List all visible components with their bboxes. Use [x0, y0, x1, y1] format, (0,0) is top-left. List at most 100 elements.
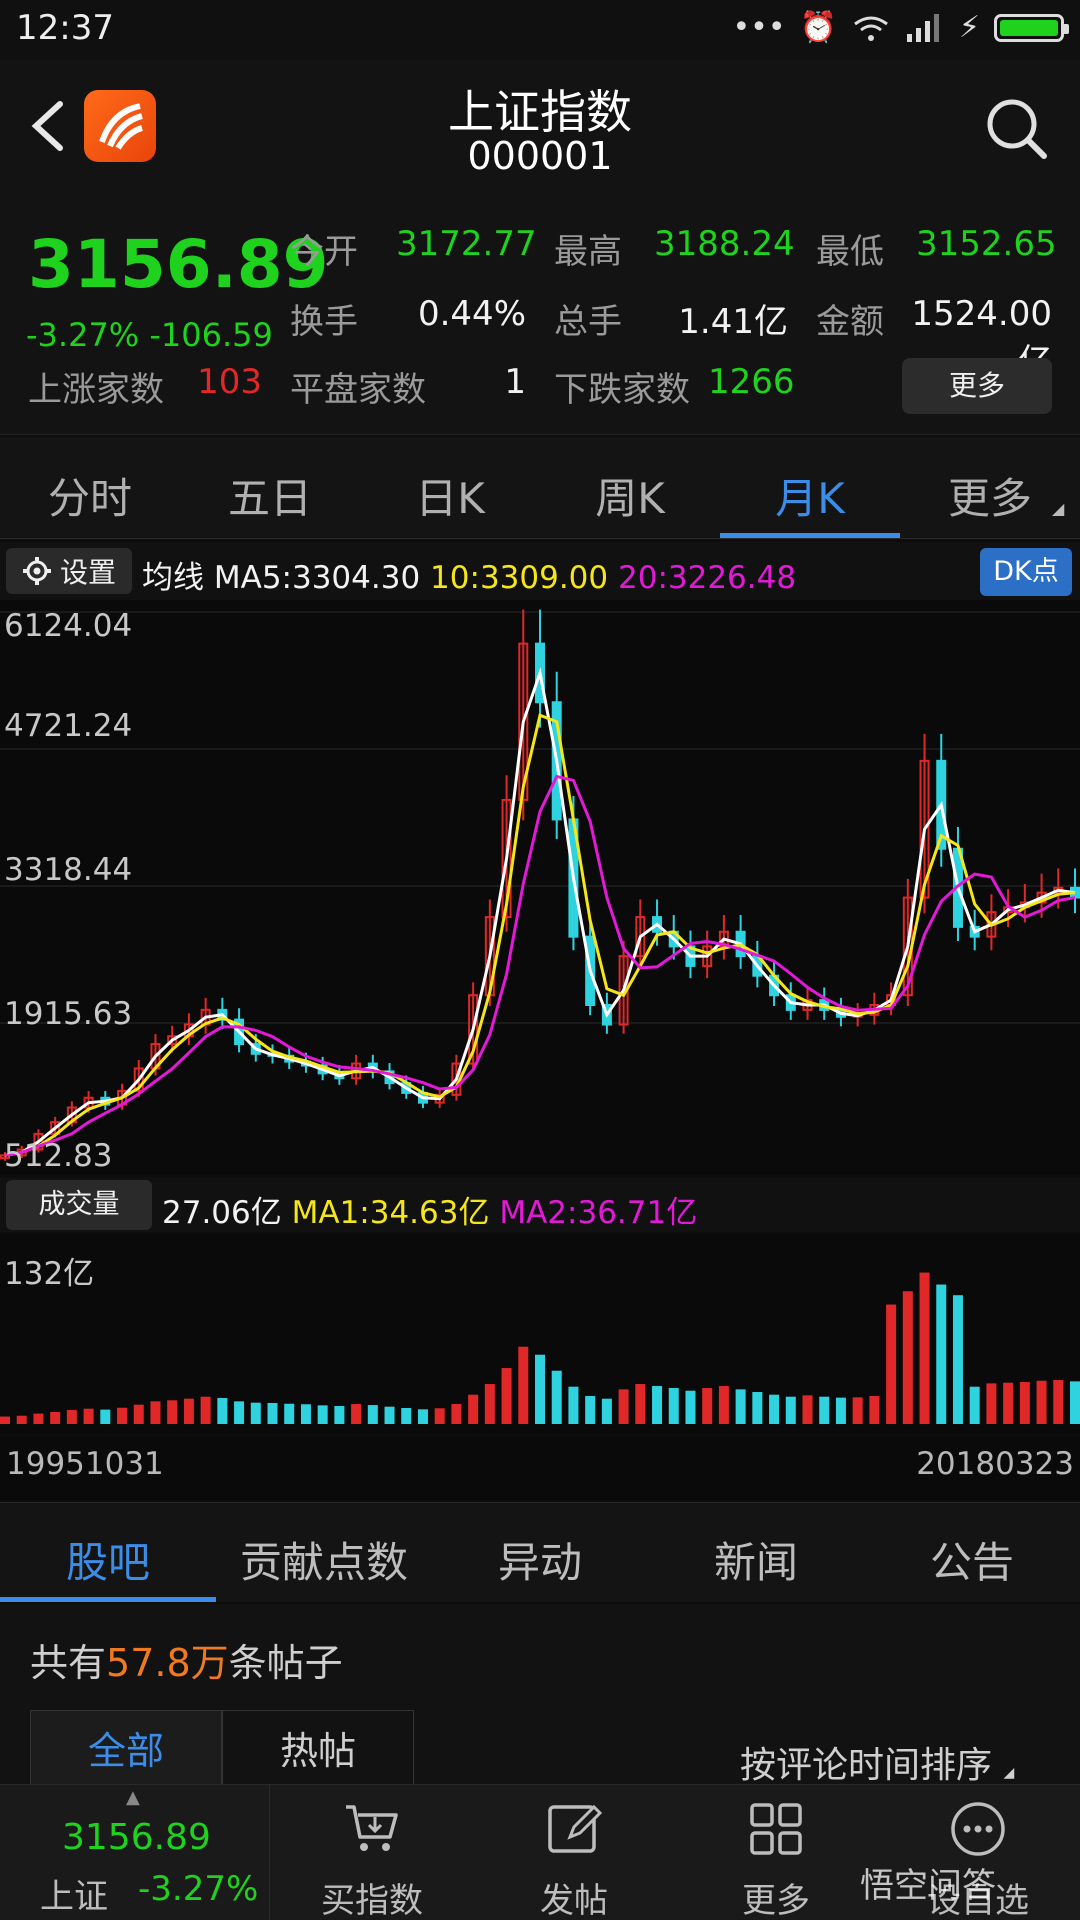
- low-value: 3152.65: [916, 224, 1057, 264]
- volume-bar: [1070, 1381, 1080, 1424]
- volume-bar: [936, 1284, 947, 1424]
- settings-button[interactable]: 设置: [6, 548, 132, 594]
- volume-bar: [886, 1304, 897, 1424]
- signal-icon: [906, 13, 939, 42]
- info-tab-indicator: [0, 1597, 216, 1602]
- volume-bar: [16, 1415, 27, 1424]
- candle-body: [1036, 891, 1047, 904]
- tab-more-arrow-icon: ◢: [1052, 499, 1065, 518]
- volume-indicator-button[interactable]: 成交量: [6, 1180, 152, 1230]
- mini-quote[interactable]: ▲ 3156.89 上证 -3.27%: [0, 1785, 270, 1920]
- ma-line-ma5: [4, 667, 1076, 1157]
- volume-bar: [300, 1404, 311, 1424]
- volume-bar: [234, 1401, 245, 1424]
- dk-point-button[interactable]: DK点: [980, 548, 1072, 596]
- volume-bar: [618, 1389, 629, 1424]
- gear-icon: [22, 557, 51, 585]
- volume-bar: [183, 1398, 194, 1424]
- volume-bar: [1053, 1380, 1064, 1424]
- tab-news[interactable]: 新闻: [713, 1538, 798, 1587]
- tab-movement[interactable]: 异动: [497, 1538, 582, 1587]
- volume-bar: [367, 1405, 378, 1424]
- sort-label: 按评论时间排序: [740, 1745, 993, 1786]
- volume-bar: [802, 1395, 813, 1424]
- volume-bar: [986, 1383, 997, 1424]
- posts-section: 共有57.8万条帖子 全部 热帖 按评论时间排序 ◢: [0, 1604, 1080, 1790]
- volume-bar: [1019, 1382, 1030, 1424]
- volume-bar: [284, 1403, 295, 1424]
- kline-chart[interactable]: 6124.04 4721.24 3318.44 1915.63 512.83: [0, 600, 1080, 1175]
- tab-daily-k[interactable]: 日K: [415, 474, 485, 523]
- volume-bar: [902, 1291, 913, 1424]
- ma5-value: MA5:3304.30: [213, 560, 421, 596]
- y-tick-label: 4721.24: [4, 708, 133, 744]
- volume-bar: [133, 1404, 144, 1424]
- settings-label: 设置: [59, 556, 116, 589]
- volume-bar: [852, 1397, 863, 1424]
- nav-label: 发帖: [540, 1881, 608, 1920]
- volume-bar: [417, 1409, 428, 1424]
- volume-bar: [33, 1413, 44, 1424]
- change-abs: -106.59: [149, 316, 273, 354]
- volume-bar: [167, 1400, 178, 1424]
- search-icon[interactable]: [984, 96, 1050, 162]
- tab-forum[interactable]: 股吧: [65, 1538, 150, 1587]
- more-quote-button[interactable]: 更多: [902, 358, 1052, 414]
- back-icon[interactable]: [24, 96, 74, 156]
- turnover-value: 0.44%: [417, 294, 526, 334]
- volume-bar: [585, 1396, 596, 1424]
- tab-contribution[interactable]: 贡献点数: [239, 1538, 408, 1587]
- open-row: 今开: [290, 224, 358, 273]
- filter-hot-tab[interactable]: 热帖: [222, 1710, 414, 1790]
- nav-post[interactable]: 发帖: [474, 1785, 674, 1920]
- volume-max-label: 132亿: [4, 1256, 95, 1292]
- posts-count: 共有57.8万条帖子: [30, 1632, 343, 1687]
- volume-bar: [434, 1408, 445, 1424]
- page-title: 上证指数: [448, 85, 632, 139]
- mini-name: 上证: [40, 1877, 108, 1917]
- high-value: 3188.24: [654, 224, 795, 264]
- down-count: 1266: [708, 362, 795, 402]
- mini-price: 3156.89: [62, 1817, 211, 1858]
- ma-line-ma10: [4, 713, 1076, 1157]
- volume-bar: [468, 1394, 479, 1424]
- tab-more[interactable]: 更多: [947, 474, 1032, 523]
- volume-bar: [100, 1409, 111, 1424]
- nav-more[interactable]: 更多: [676, 1785, 876, 1920]
- nav-label: 设自选: [927, 1881, 1029, 1920]
- charging-icon: ⚡: [958, 10, 980, 45]
- volume-bar: [785, 1396, 796, 1424]
- wifi-icon: [854, 16, 888, 41]
- ma10-value: 10:3309.00: [430, 560, 609, 596]
- volume-bar: [869, 1396, 880, 1424]
- tab-monthly-k[interactable]: 月K: [775, 474, 845, 523]
- nav-buy-index[interactable]: 买指数: [272, 1785, 472, 1920]
- volume-bar: [351, 1404, 362, 1424]
- ma20-value: 20:3226.48: [618, 560, 797, 596]
- volume-bar: [484, 1384, 495, 1424]
- candle-body: [167, 1035, 178, 1046]
- sort-dropdown[interactable]: 按评论时间排序 ◢: [740, 1736, 1014, 1788]
- low-label: 最低: [816, 232, 884, 272]
- volume-bar: [702, 1388, 713, 1424]
- filter-all-tab[interactable]: 全部: [30, 1710, 222, 1790]
- candle-body: [133, 1067, 144, 1092]
- volume-bar: [752, 1392, 763, 1424]
- volume-bar: [250, 1402, 261, 1424]
- volume-bar: [384, 1406, 395, 1424]
- volume-bar: [217, 1398, 228, 1424]
- chart-period-tabs: 分时 五日 日K 周K 月K 更多 ◢: [0, 437, 1080, 539]
- tab-five-day[interactable]: 五日: [227, 474, 312, 523]
- tab-weekly-k[interactable]: 周K: [595, 474, 665, 523]
- y-tick-label: 3318.44: [4, 852, 133, 888]
- tab-announcements[interactable]: 公告: [929, 1538, 1014, 1587]
- posts-prefix: 共有: [30, 1641, 107, 1685]
- volume-bar: [919, 1272, 930, 1424]
- status-bar: 12:37 ••• ⏰ ⚡: [0, 0, 1080, 60]
- volume-bar: [819, 1396, 830, 1424]
- volume-bar: [518, 1346, 529, 1424]
- info-tabs: 股吧 贡献点数 异动 新闻 公告: [0, 1502, 1080, 1602]
- tab-intraday[interactable]: 分时: [47, 474, 132, 523]
- clock: 12:37: [16, 8, 114, 48]
- nav-add-watchlist[interactable]: 设自选: [878, 1785, 1078, 1920]
